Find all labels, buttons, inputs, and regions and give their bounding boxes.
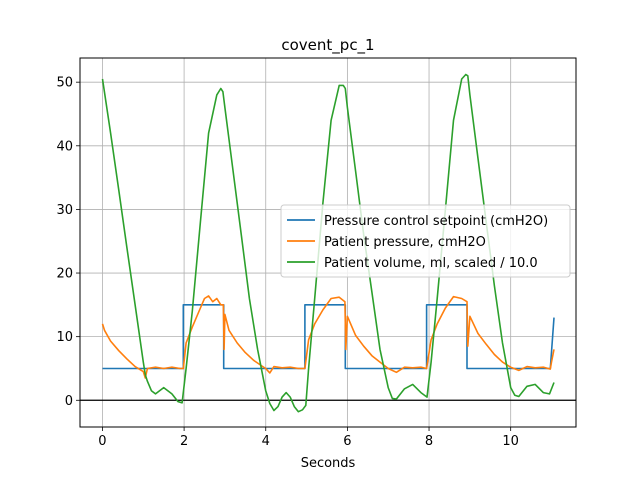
legend-label: Pressure control setpoint (cmH2O) bbox=[324, 214, 548, 229]
x-axis-label: Seconds bbox=[301, 456, 356, 471]
x-tick-label: 8 bbox=[425, 434, 433, 449]
y-tick-label: 10 bbox=[56, 330, 73, 345]
y-tick-label: 50 bbox=[56, 76, 73, 91]
axis-ticks: 0 2 4 6 8 10 0 10 20 30 40 50 bbox=[56, 76, 519, 449]
plot-frame bbox=[79, 57, 577, 428]
y-tick-label: 0 bbox=[65, 394, 73, 409]
legend-label: Patient pressure, cmH2O bbox=[324, 235, 486, 250]
series-line-3 bbox=[101, 73, 555, 413]
legend-label: Patient volume, ml, scaled / 10.0 bbox=[324, 256, 538, 271]
x-tick-label: 4 bbox=[262, 434, 270, 449]
x-tick-label: 6 bbox=[343, 434, 351, 449]
x-tick-label: 0 bbox=[98, 434, 106, 449]
series-line-2 bbox=[101, 295, 555, 379]
y-tick-label: 30 bbox=[56, 203, 73, 218]
x-tick-label: 2 bbox=[180, 434, 188, 449]
y-tick-label: 40 bbox=[56, 139, 73, 154]
y-tick-label: 20 bbox=[56, 267, 73, 282]
series-lines bbox=[101, 73, 555, 413]
legend: Pressure control setpoint (cmH2O) Patient… bbox=[280, 204, 571, 278]
legend-box bbox=[280, 204, 571, 278]
x-tick-label: 10 bbox=[502, 434, 519, 449]
chart-title: covent_pc_1 bbox=[281, 36, 374, 55]
